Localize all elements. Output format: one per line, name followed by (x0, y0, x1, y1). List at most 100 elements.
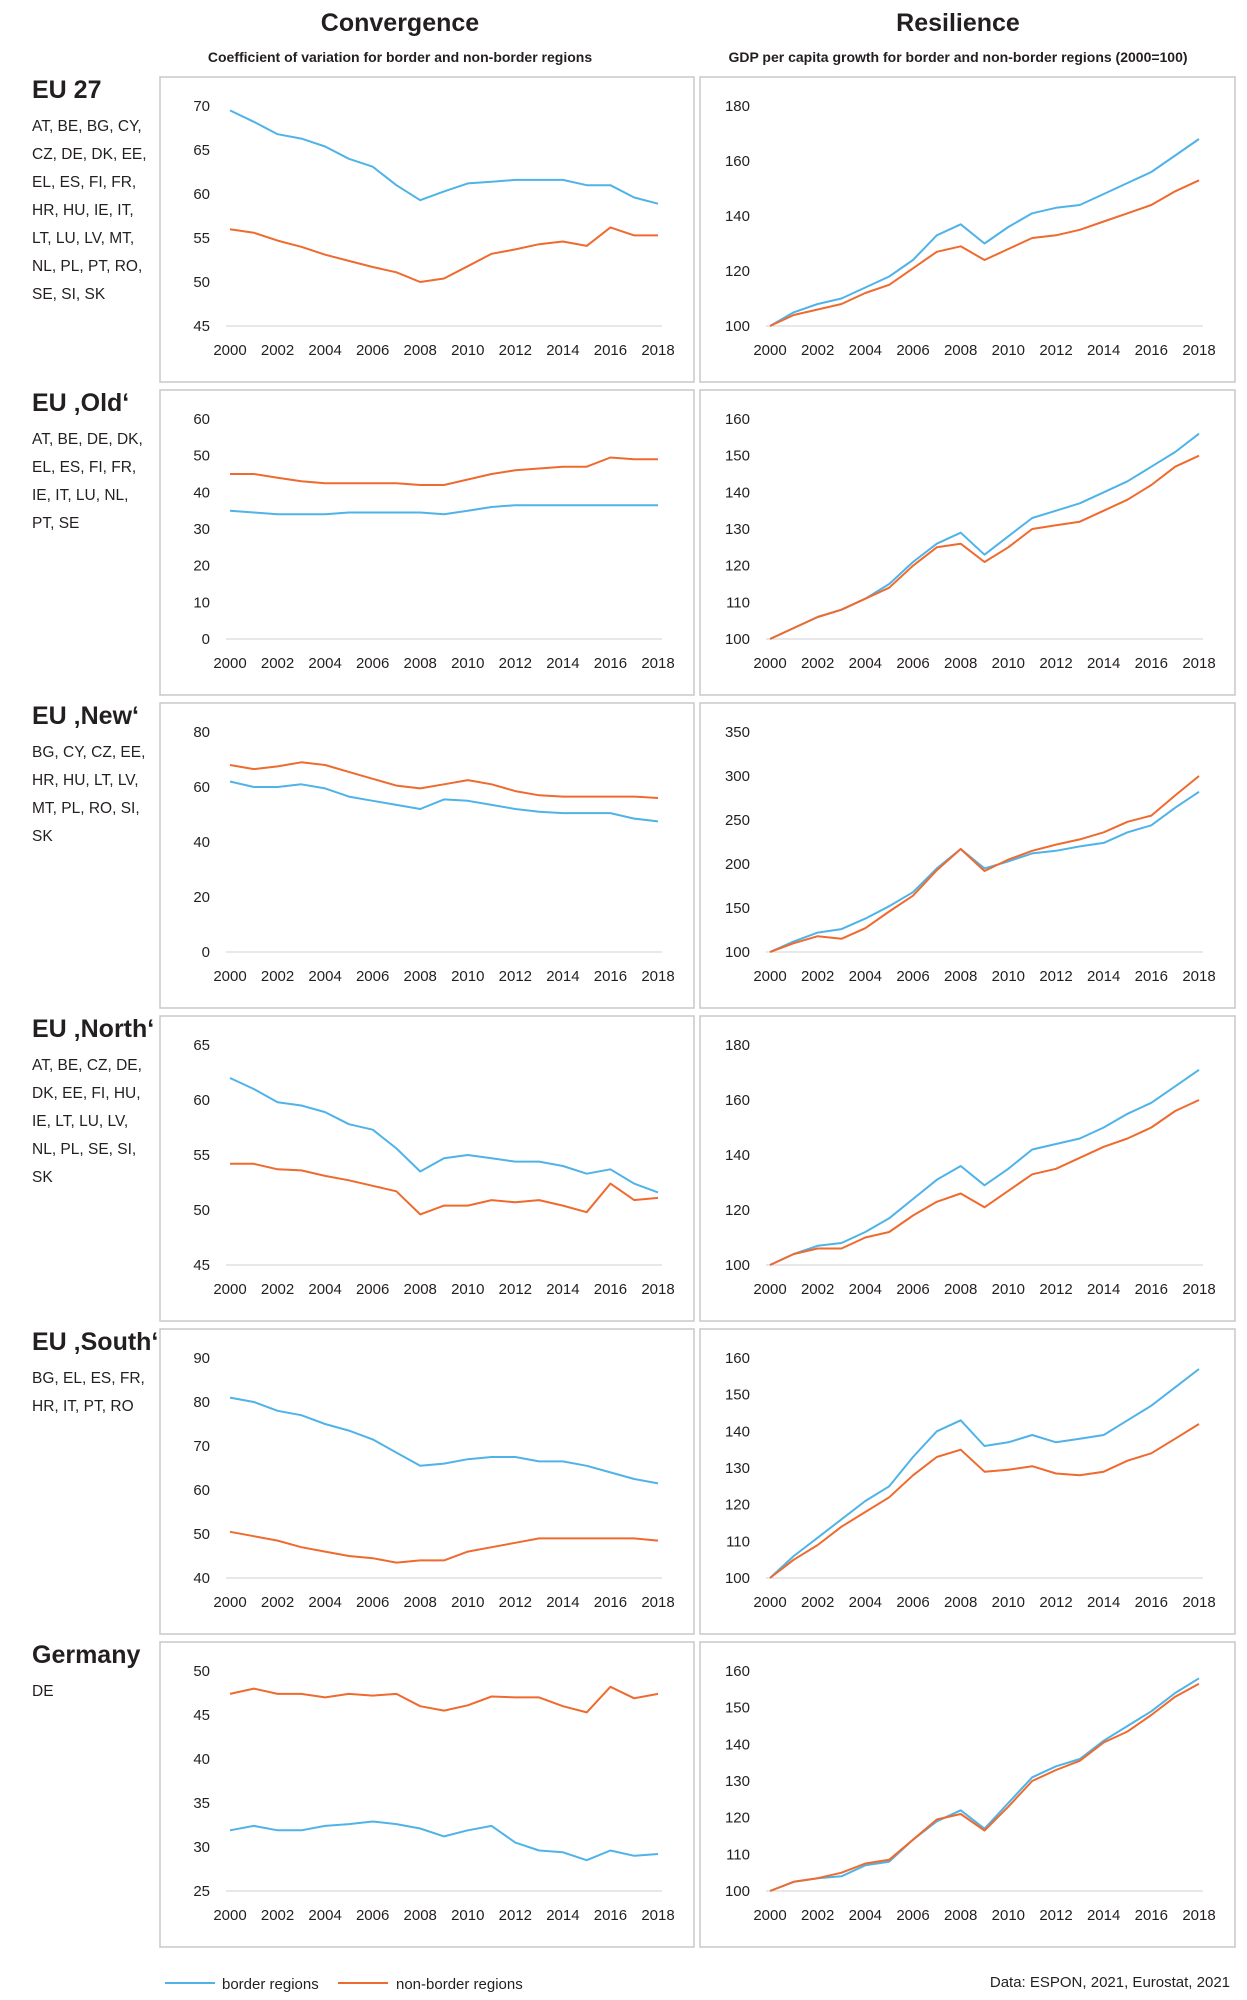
y-tick-label: 60 (193, 1482, 210, 1499)
y-tick-label: 40 (193, 1570, 210, 1587)
x-tick-label: 2000 (753, 968, 786, 985)
x-tick-label: 2006 (896, 1281, 929, 1298)
x-tick-label: 2012 (1039, 1907, 1072, 1924)
series-line-border (769, 1677, 1200, 1892)
group-members-line: HR, IT, PT, RO (32, 1398, 134, 1415)
x-tick-label: 2002 (801, 1907, 834, 1924)
panel-frame (699, 1328, 1236, 1635)
x-tick-label: 2016 (1135, 968, 1168, 985)
series-line-border (769, 1068, 1200, 1266)
y-tick-label: 140 (725, 1147, 750, 1164)
y-tick-label: 90 (193, 1350, 210, 1367)
x-tick-label: 2012 (499, 1281, 532, 1298)
y-tick-label: 80 (193, 1394, 210, 1411)
x-tick-label: 2002 (801, 968, 834, 985)
x-tick-label: 2004 (308, 968, 341, 985)
x-tick-label: 2016 (1135, 1907, 1168, 1924)
y-tick-label: 70 (193, 98, 210, 115)
x-tick-label: 2016 (594, 342, 627, 359)
y-tick-label: 65 (193, 142, 210, 159)
convergence-subtitle: Coefficient of variation for border and … (208, 49, 592, 65)
x-tick-label: 2018 (1182, 342, 1215, 359)
x-tick-label: 2000 (753, 1594, 786, 1611)
series-line-border (769, 138, 1200, 327)
x-tick-label: 2014 (1087, 968, 1120, 985)
group-members-line: DK, EE, FI, HU, (32, 1085, 141, 1102)
y-tick-label: 120 (725, 1497, 750, 1514)
panel-frame (159, 1328, 695, 1635)
x-tick-label: 2014 (546, 655, 579, 672)
y-tick-label: 45 (193, 1257, 210, 1274)
legend: border regions non-border regions (165, 1976, 523, 1993)
chart-panel: 0 10 20 30 40 50 60 2000 2002 2004 2006 2008 2010 201… (159, 389, 695, 696)
x-tick-label: 2014 (546, 1594, 579, 1611)
y-tick-label: 180 (725, 1037, 750, 1054)
y-tick-label: 100 (725, 1570, 750, 1587)
y-tick-label: 110 (726, 1533, 750, 1550)
x-tick-label: 2002 (261, 1907, 294, 1924)
series-line-nonborder (229, 1685, 659, 1714)
group-members-line: AT, BE, DE, DK, (32, 431, 143, 448)
series-line-border (229, 1820, 659, 1862)
x-tick-label: 2008 (404, 342, 437, 359)
y-tick-label: 200 (725, 856, 750, 873)
x-tick-label: 2002 (261, 968, 294, 985)
y-tick-label: 50 (193, 1526, 210, 1543)
x-tick-label: 2010 (992, 655, 1025, 672)
y-tick-label: 0 (202, 944, 210, 961)
series-line-nonborder (769, 1099, 1200, 1266)
x-tick-label: 2018 (1182, 655, 1215, 672)
chart-panel: 100 110 120 130 140 150 160 2000 2002 2004 2006 200… (699, 389, 1236, 696)
x-tick-label: 2000 (213, 1907, 246, 1924)
x-tick-label: 2010 (992, 968, 1025, 985)
x-tick-label: 2004 (849, 968, 882, 985)
chart-panel: 100 150 200 250 300 350 2000 2002 2004 2006 2008 20… (699, 702, 1236, 1009)
x-tick-label: 2000 (753, 1907, 786, 1924)
x-tick-label: 2008 (944, 655, 977, 672)
panel-frame (699, 389, 1236, 696)
y-tick-label: 50 (193, 1202, 210, 1219)
series-line-border (229, 109, 659, 205)
x-tick-label: 2018 (641, 1281, 674, 1298)
group-members-line: MT, PL, RO, SI, (32, 800, 140, 817)
x-tick-label: 2008 (944, 342, 977, 359)
y-tick-label: 150 (725, 900, 750, 917)
y-tick-label: 110 (726, 1846, 750, 1863)
group-labels: EU 27 AT, BE, BG, CY, CZ, DE, DK, EE, EL, E… (32, 76, 158, 1700)
x-tick-label: 2012 (499, 1594, 532, 1611)
x-tick-label: 2018 (1182, 1907, 1215, 1924)
x-tick-label: 2012 (499, 655, 532, 672)
group-members-line: NL, PL, SE, SI, (32, 1141, 136, 1158)
y-tick-label: 50 (193, 448, 210, 465)
x-tick-label: 2016 (1135, 655, 1168, 672)
x-tick-label: 2000 (213, 1281, 246, 1298)
x-tick-label: 2014 (1087, 1594, 1120, 1611)
group-name: Germany (32, 1641, 140, 1669)
x-tick-label: 2010 (451, 1907, 484, 1924)
y-tick-label: 25 (193, 1883, 210, 1900)
x-tick-label: 2000 (213, 342, 246, 359)
y-tick-label: 300 (725, 768, 750, 785)
y-tick-label: 45 (193, 318, 210, 335)
y-tick-label: 20 (193, 558, 210, 575)
x-tick-label: 2006 (896, 1907, 929, 1924)
resilience-subtitle: GDP per capita growth for border and non… (728, 49, 1187, 65)
y-tick-label: 100 (725, 631, 750, 648)
x-tick-label: 2006 (356, 655, 389, 672)
x-tick-label: 2002 (261, 342, 294, 359)
y-tick-label: 60 (193, 1092, 210, 1109)
y-tick-label: 50 (193, 274, 210, 291)
group-members-line: SK (32, 1169, 53, 1186)
group-members-line: HR, HU, LT, LV, (32, 772, 139, 789)
series-line-border (229, 504, 658, 516)
x-tick-label: 2004 (308, 1907, 341, 1924)
x-tick-label: 2004 (849, 655, 882, 672)
group-members-line: EL, ES, FI, FR, (32, 459, 136, 476)
y-tick-label: 180 (725, 98, 750, 115)
x-tick-label: 2018 (641, 342, 674, 359)
series-line-border (229, 1396, 659, 1485)
y-tick-label: 120 (725, 558, 750, 575)
x-tick-label: 2010 (451, 1594, 484, 1611)
x-tick-label: 2014 (1087, 655, 1120, 672)
x-tick-label: 2008 (404, 1594, 437, 1611)
